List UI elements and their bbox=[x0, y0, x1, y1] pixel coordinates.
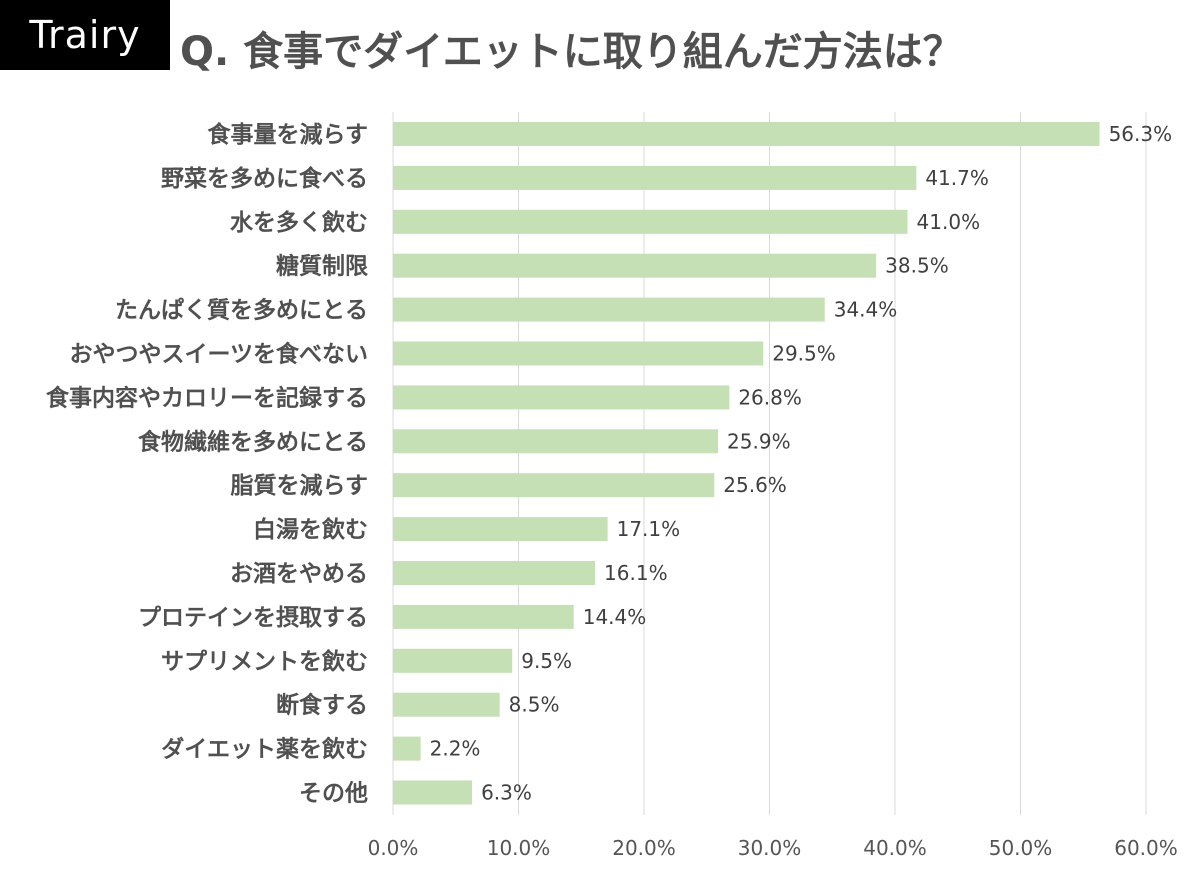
value-label: 9.5% bbox=[521, 649, 572, 673]
bar bbox=[393, 385, 730, 410]
x-axis-tick-labels: 0.0% 10.0% 20.0% 30.0% 40.0% 50.0% 60.0% bbox=[368, 836, 1178, 860]
value-label: 29.5% bbox=[772, 342, 836, 366]
category-label: お酒をやめる bbox=[230, 561, 368, 587]
category-label: 水を多く飲む bbox=[230, 209, 368, 236]
category-label: 糖質制限 bbox=[276, 253, 368, 280]
x-tick-label: 60.0% bbox=[1114, 836, 1178, 860]
x-tick-label: 40.0% bbox=[863, 836, 927, 860]
category-label: 食物繊維を多めにとる bbox=[138, 428, 368, 455]
value-label: 26.8% bbox=[738, 385, 802, 409]
value-label: 8.5% bbox=[509, 693, 560, 717]
bar bbox=[393, 122, 1100, 146]
brand-logo: Trairy bbox=[0, 0, 170, 70]
bar bbox=[393, 429, 719, 454]
bar bbox=[393, 736, 421, 761]
value-label: 17.1% bbox=[617, 517, 681, 541]
value-label: 38.5% bbox=[885, 254, 949, 278]
value-label: 56.3% bbox=[1109, 122, 1173, 146]
category-labels: 食事量を減らす野菜を多めに食べる水を多く飲む糖質制限たんぱく質を多めにとるおやつ… bbox=[46, 121, 368, 807]
bar bbox=[393, 253, 877, 278]
value-label: 41.7% bbox=[925, 166, 989, 190]
bar bbox=[393, 341, 764, 366]
x-tick-label: 20.0% bbox=[612, 836, 676, 860]
value-label: 34.4% bbox=[834, 298, 898, 322]
category-label: 脂質を減らす bbox=[230, 473, 368, 499]
category-label: 断食する bbox=[276, 692, 368, 719]
value-labels: 56.3% 41.7% 41.0% 38.5% 34.4% 29.5% 26.8% 25.9%… bbox=[430, 122, 1173, 805]
category-label: ダイエット薬を飲む bbox=[161, 736, 368, 763]
bar bbox=[393, 561, 596, 585]
chart-title: Q. 食事でダイエットに取り組んだ方法は？ bbox=[180, 29, 963, 75]
bar bbox=[393, 209, 908, 234]
value-label: 14.4% bbox=[583, 605, 647, 629]
category-label: 野菜を多めに食べる bbox=[161, 165, 368, 192]
category-label: プロテインを摂取する bbox=[138, 605, 368, 631]
value-label: 16.1% bbox=[604, 561, 668, 585]
bar bbox=[393, 604, 574, 629]
bar bbox=[393, 165, 917, 190]
category-label: 食事内容やカロリーを記録する bbox=[46, 384, 368, 411]
category-label: おやつやスイーツを食べない bbox=[69, 341, 368, 368]
value-label: 41.0% bbox=[917, 210, 981, 234]
value-label: 2.2% bbox=[430, 737, 481, 761]
value-label: 6.3% bbox=[481, 781, 532, 805]
category-label: たんぱく質を多めにとる bbox=[115, 297, 368, 324]
bar bbox=[393, 692, 500, 717]
x-tick-label: 50.0% bbox=[989, 836, 1053, 860]
bar bbox=[393, 517, 608, 542]
category-label: サプリメントを飲む bbox=[161, 648, 368, 675]
bars bbox=[393, 122, 1100, 805]
bar bbox=[393, 780, 473, 805]
category-label: その他 bbox=[299, 781, 368, 807]
bar bbox=[393, 648, 513, 673]
x-tick-label: 0.0% bbox=[368, 836, 419, 860]
value-label: 25.9% bbox=[727, 429, 791, 453]
category-label: 食事量を減らす bbox=[207, 121, 368, 148]
category-label: 白湯を飲む bbox=[253, 516, 368, 543]
x-tick-label: 30.0% bbox=[738, 836, 802, 860]
value-label: 25.6% bbox=[723, 473, 787, 497]
bar bbox=[393, 297, 825, 322]
x-tick-label: 10.0% bbox=[487, 836, 551, 860]
bar bbox=[393, 473, 715, 498]
